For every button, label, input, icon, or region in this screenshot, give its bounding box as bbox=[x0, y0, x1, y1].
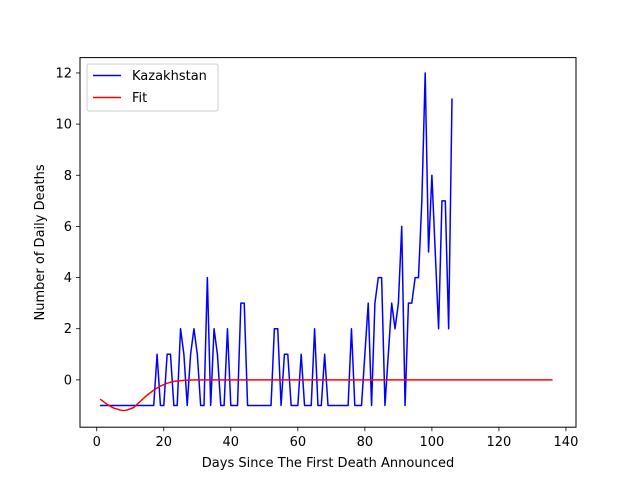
legend-label-kazakhstan: Kazakhstan bbox=[132, 69, 207, 84]
x-axis-title: Days Since The First Death Announced bbox=[202, 456, 454, 471]
y-tick-label: 10 bbox=[55, 118, 72, 133]
series-layer bbox=[99, 72, 553, 412]
series-line-kazakhstan bbox=[100, 72, 453, 407]
y-tick-label: 8 bbox=[64, 169, 72, 184]
x-tick-label: 100 bbox=[419, 435, 444, 450]
x-tick-label: 20 bbox=[156, 435, 173, 450]
plot-area bbox=[80, 57, 576, 428]
plot-frame bbox=[79, 57, 577, 428]
y-tick-label: 6 bbox=[64, 220, 72, 235]
x-tick-label: 40 bbox=[223, 435, 240, 450]
legend-label-fit: Fit bbox=[132, 91, 147, 106]
x-tick-label: 60 bbox=[290, 435, 307, 450]
series-line-fit bbox=[99, 379, 553, 412]
legend: Kazakhstan Fit bbox=[86, 63, 219, 112]
x-tick-label: 80 bbox=[357, 435, 374, 450]
y-axis-ticks: 0 2 4 6 8 10 12 bbox=[55, 66, 80, 388]
x-tick-label: 120 bbox=[487, 435, 512, 450]
x-tick-label: 140 bbox=[554, 435, 579, 450]
y-tick-label: 12 bbox=[55, 66, 72, 81]
y-tick-label: 2 bbox=[64, 322, 72, 337]
x-tick-label: 0 bbox=[93, 435, 101, 450]
y-tick-label: 0 bbox=[64, 373, 72, 388]
x-axis-ticks: 0 20 40 60 80 100 120 140 bbox=[93, 427, 579, 450]
y-axis-title: Number of Daily Deaths bbox=[33, 164, 48, 320]
y-tick-label: 4 bbox=[64, 271, 72, 286]
